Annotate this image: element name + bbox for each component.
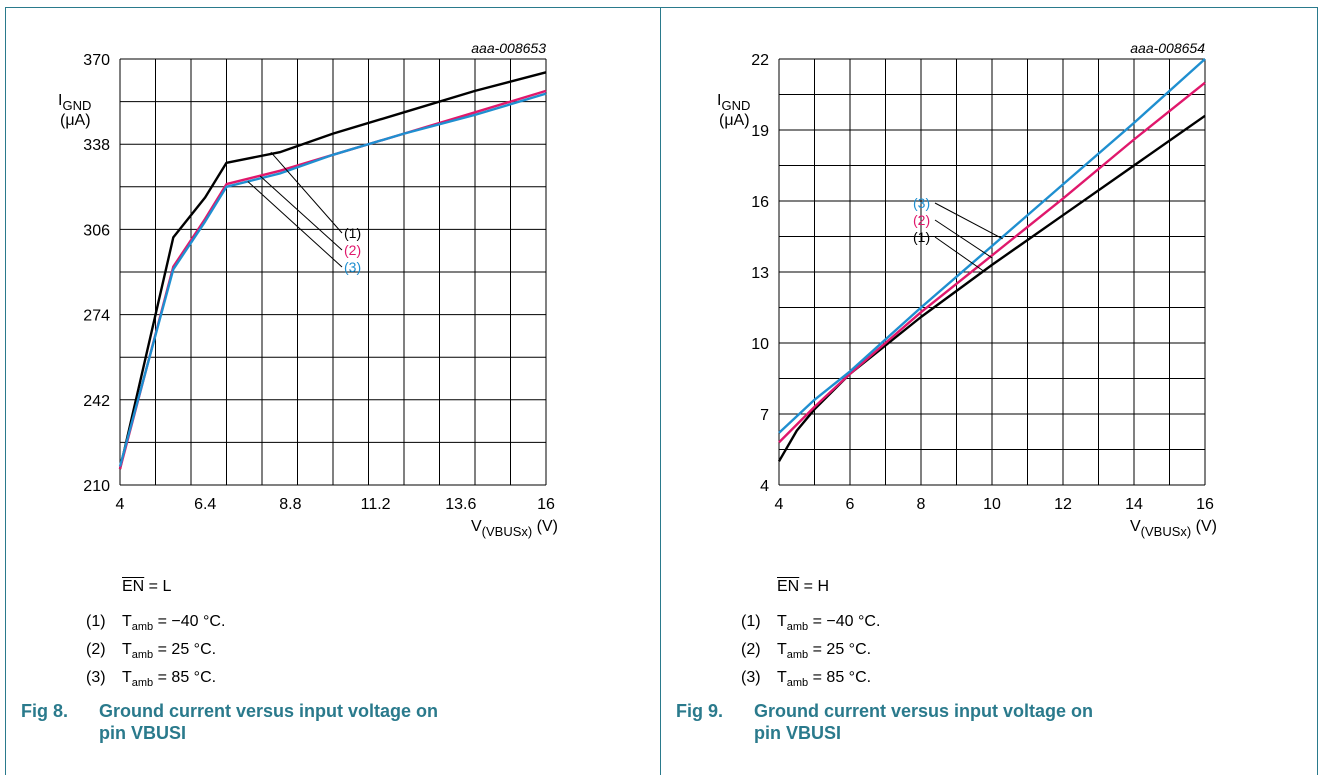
series-label-3: (3)	[913, 195, 930, 211]
figure-number: Fig 8.	[21, 701, 69, 721]
x-tick-label: 4	[116, 496, 125, 513]
series-line-3	[118, 92, 547, 467]
callout-leader	[247, 181, 343, 268]
note-3: (3) Tamb = 85 °C.	[741, 669, 872, 690]
callout-leader	[934, 202, 1003, 240]
callouts: (1)(2)(3)	[247, 151, 361, 275]
enable-condition: EN = H	[777, 578, 829, 596]
x-tick-label: 6.4	[194, 496, 216, 513]
y-tick-label: 306	[83, 222, 110, 239]
y-axis-label: IGND	[58, 92, 91, 113]
note-1: (1) Tamb = −40 °C.	[86, 613, 226, 634]
y-tick-label: 19	[751, 123, 769, 140]
y-tick-label: 7	[760, 407, 769, 424]
callout-leader	[934, 236, 986, 273]
y-axis-unit: (μA)	[60, 112, 91, 129]
series-group	[118, 71, 547, 470]
y-tick-label: 13	[751, 265, 769, 282]
y-tick-label: 274	[83, 308, 110, 325]
note-2: (2) Tamb = 25 °C.	[86, 641, 217, 662]
series-line-3	[778, 58, 1206, 434]
y-tick-label: 4	[760, 478, 769, 495]
series-line-1	[777, 114, 1206, 462]
x-tick-label: 13.6	[445, 496, 476, 513]
series-line-2	[778, 81, 1206, 444]
x-tick-label: 12	[1054, 496, 1072, 513]
x-tick-label: 14	[1125, 496, 1143, 513]
series-label-1: (1)	[913, 229, 930, 245]
x-tick-label: 8.8	[279, 496, 301, 513]
series-label-2: (2)	[913, 212, 930, 228]
x-tick-label: 4	[775, 496, 784, 513]
figure-title: Ground current versus input voltage on p…	[754, 701, 1094, 743]
en-value: = L	[144, 578, 172, 595]
figure-code: aaa-008653	[471, 40, 546, 56]
series-line-1	[118, 71, 547, 470]
figure-number: Fig 9.	[676, 701, 724, 721]
y-tick-label: 210	[83, 478, 110, 495]
chart-fig9: 4 7 10 13 16 19 22 4 6 8 10 12 14 16 aaa-008654 IGND(μA…	[717, 40, 1217, 539]
figure-panel-left: 210 242 274 306 338 370 4 6.4 8.8 11.2 13.6 16 aaa-0…	[5, 7, 661, 775]
enable-condition: EN = L	[122, 578, 171, 596]
y-axis-unit: (μA)	[719, 112, 750, 129]
x-tick-label: 6	[846, 496, 855, 513]
x-tick-label: 8	[917, 496, 926, 513]
x-tick-label: 11.2	[361, 496, 391, 513]
note-2: (2) Tamb = 25 °C.	[741, 641, 872, 662]
y-tick-label: 16	[751, 194, 769, 211]
x-tick-label: 16	[1196, 496, 1214, 513]
en-signal: EN	[777, 578, 800, 595]
y-tick-label: 370	[83, 52, 110, 69]
note-3: (3) Tamb = 85 °C.	[86, 669, 217, 690]
x-tick-label: 10	[983, 496, 1001, 513]
en-signal: EN	[122, 578, 145, 595]
y-tick-label: 242	[83, 393, 110, 410]
figure-panel-right: 4 7 10 13 16 19 22 4 6 8 10 12 14 16 aaa-008654 IGND (μA…	[661, 7, 1318, 775]
note-1: (1) Tamb = −40 °C.	[741, 613, 881, 634]
series-label-3: (3)	[344, 259, 361, 275]
grid	[119, 58, 547, 486]
chart-fig8: 210 242 274 306 338 370 4 6.4 8.8 11.2 13.6 16 aaa-0…	[58, 40, 558, 539]
y-tick-label: 338	[83, 137, 110, 154]
series-label-2: (2)	[344, 242, 361, 258]
grid	[778, 58, 1206, 486]
y-tick-label: 10	[751, 336, 769, 353]
en-value: = H	[799, 578, 830, 595]
figure-code: aaa-008654	[1130, 40, 1205, 56]
x-axis-label: V(VBUSx) (V)	[471, 518, 558, 539]
x-axis-label: V(VBUSx) (V)	[1130, 518, 1217, 539]
callout-leader	[259, 175, 343, 251]
y-tick-label: 22	[751, 52, 769, 69]
series-group	[777, 58, 1206, 462]
x-tick-label: 16	[537, 496, 555, 513]
figure-title: Ground current versus input voltage on p…	[99, 701, 439, 743]
callouts: (3)(2)(1)	[913, 195, 1003, 273]
callout-leader	[270, 151, 343, 234]
series-line-2	[118, 89, 547, 470]
callout-leader	[934, 219, 993, 259]
y-axis-label: IGND	[717, 92, 750, 113]
series-label-1: (1)	[344, 225, 361, 241]
